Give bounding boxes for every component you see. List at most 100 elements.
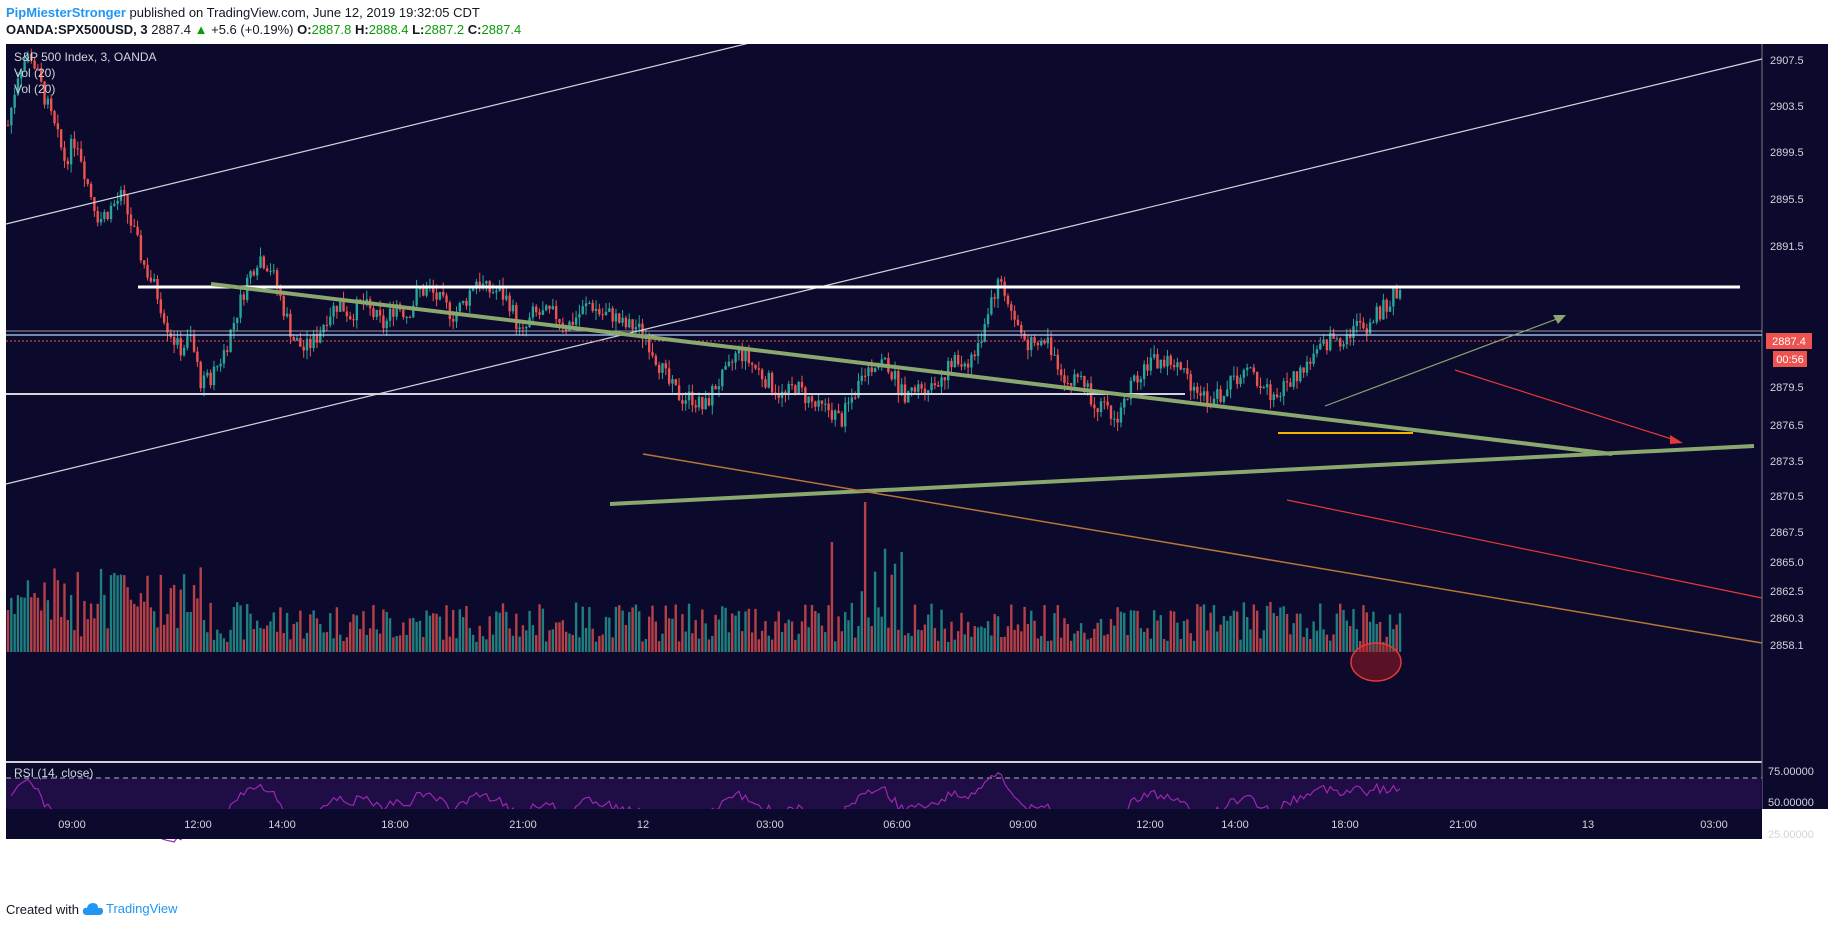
candle-body — [697, 396, 701, 408]
volume-bar — [535, 635, 538, 652]
price-axis[interactable]: 2907.52903.52899.52895.52891.52883.52879… — [1770, 55, 1804, 652]
volume-spike-highlight[interactable] — [1350, 642, 1402, 682]
candle-body — [332, 305, 335, 317]
volume-bar — [209, 602, 212, 652]
volume-bar — [501, 603, 505, 652]
candle-body — [458, 303, 462, 312]
time-axis[interactable]: 09:00 12:00 14:00 18:00 21:00 12 03:00 06:00 09:… — [6, 809, 1762, 839]
volume-bar — [375, 629, 378, 652]
volume-bar — [897, 629, 900, 652]
time-axis-label: 14:00 — [268, 819, 296, 831]
volume-bar — [202, 620, 206, 652]
volume-bar — [189, 611, 192, 652]
volume-bar — [139, 593, 143, 652]
volume-bar — [1232, 610, 1236, 652]
volume-bar — [877, 607, 880, 652]
candle-body — [535, 306, 538, 313]
channel-upper-line-left[interactable] — [5, 44, 770, 225]
candle-body — [817, 400, 820, 407]
candle-body — [946, 360, 950, 381]
candle-body — [299, 337, 302, 347]
volume-bar — [750, 632, 754, 652]
open-label: O: — [297, 22, 312, 37]
red-channel-line[interactable] — [1286, 499, 1763, 599]
volume-bar — [1292, 623, 1295, 652]
volume-bar — [1222, 615, 1226, 652]
candle-body — [584, 303, 588, 307]
candle-body — [1036, 342, 1040, 346]
candle-body — [265, 268, 269, 272]
volume-bar — [265, 625, 269, 652]
candle-body — [1076, 374, 1079, 377]
brown-channel-line[interactable] — [642, 453, 1763, 644]
candle-body — [1358, 320, 1362, 323]
candle-body — [558, 319, 561, 323]
author-link[interactable]: PipMiesterStronger — [6, 5, 126, 20]
volume-bar — [398, 635, 402, 652]
volume-bar — [834, 641, 837, 652]
volume-bar — [554, 622, 558, 652]
projection-arrow-down[interactable] — [1454, 369, 1679, 442]
candle-body — [219, 363, 222, 367]
candle-body — [1113, 418, 1116, 420]
projection-arrow-up[interactable] — [1324, 316, 1563, 407]
price-chart[interactable]: S&P 500 Index, 3, OANDA Vol (20) Vol (20… — [0, 44, 1828, 895]
volume-bar — [837, 616, 840, 652]
price-axis-label: 2907.5 — [1770, 55, 1804, 67]
volume-bar — [671, 618, 674, 652]
main-pane-background — [6, 44, 1762, 809]
candle-body — [760, 369, 764, 380]
volume-bar — [1020, 631, 1023, 652]
volume-bar — [1368, 621, 1372, 652]
volume-bar — [1043, 605, 1046, 652]
volume-bar — [1289, 634, 1292, 652]
candle-body — [837, 410, 840, 414]
candle-body — [647, 337, 651, 353]
candle-body — [418, 288, 422, 290]
candle-body — [1116, 418, 1119, 423]
candle-body — [677, 385, 681, 401]
volume-bar — [970, 636, 973, 652]
candle-body — [1332, 332, 1335, 339]
candle-body — [734, 353, 737, 363]
channel-upper-line-right[interactable] — [5, 58, 1763, 485]
candle-body — [628, 319, 631, 328]
candle-body — [824, 403, 827, 405]
volume-bar — [628, 611, 631, 652]
candle-body — [402, 309, 405, 318]
candle-body — [143, 260, 146, 265]
time-axis-label: 03:00 — [1700, 819, 1728, 831]
candle-body — [621, 317, 624, 323]
volume-bar — [963, 634, 966, 652]
candle-body — [348, 316, 352, 320]
candle-body — [196, 351, 199, 362]
volume-bar — [691, 633, 694, 652]
candle-body — [930, 383, 933, 391]
candle-body — [757, 368, 761, 370]
candle-body — [508, 295, 511, 312]
candle-body — [1372, 322, 1375, 324]
volume-bar — [255, 620, 259, 652]
volume-bar — [435, 613, 438, 652]
candle-body — [226, 350, 229, 352]
volume-bar — [1056, 605, 1060, 652]
candle-body — [1245, 367, 1249, 371]
candle-body — [976, 343, 980, 357]
candle-body — [1093, 404, 1096, 409]
volume-bar — [1066, 623, 1069, 652]
time-axis-strip — [6, 809, 1762, 839]
ascending-trendline[interactable] — [609, 444, 1755, 506]
candle-body — [721, 369, 724, 387]
candle-body — [1249, 367, 1252, 369]
volume-bar — [581, 606, 584, 652]
volume-bar — [611, 637, 614, 652]
time-axis-label: 14:00 — [1221, 819, 1249, 831]
candle-body — [83, 161, 86, 180]
descending-trendline[interactable] — [210, 282, 1613, 456]
volume-bar — [960, 612, 963, 652]
volume-bars — [6, 502, 1402, 652]
candle-body — [505, 295, 508, 300]
candle-body — [162, 313, 166, 323]
candle-body — [1222, 396, 1226, 402]
tradingview-logo[interactable]: TradingView — [82, 901, 178, 916]
